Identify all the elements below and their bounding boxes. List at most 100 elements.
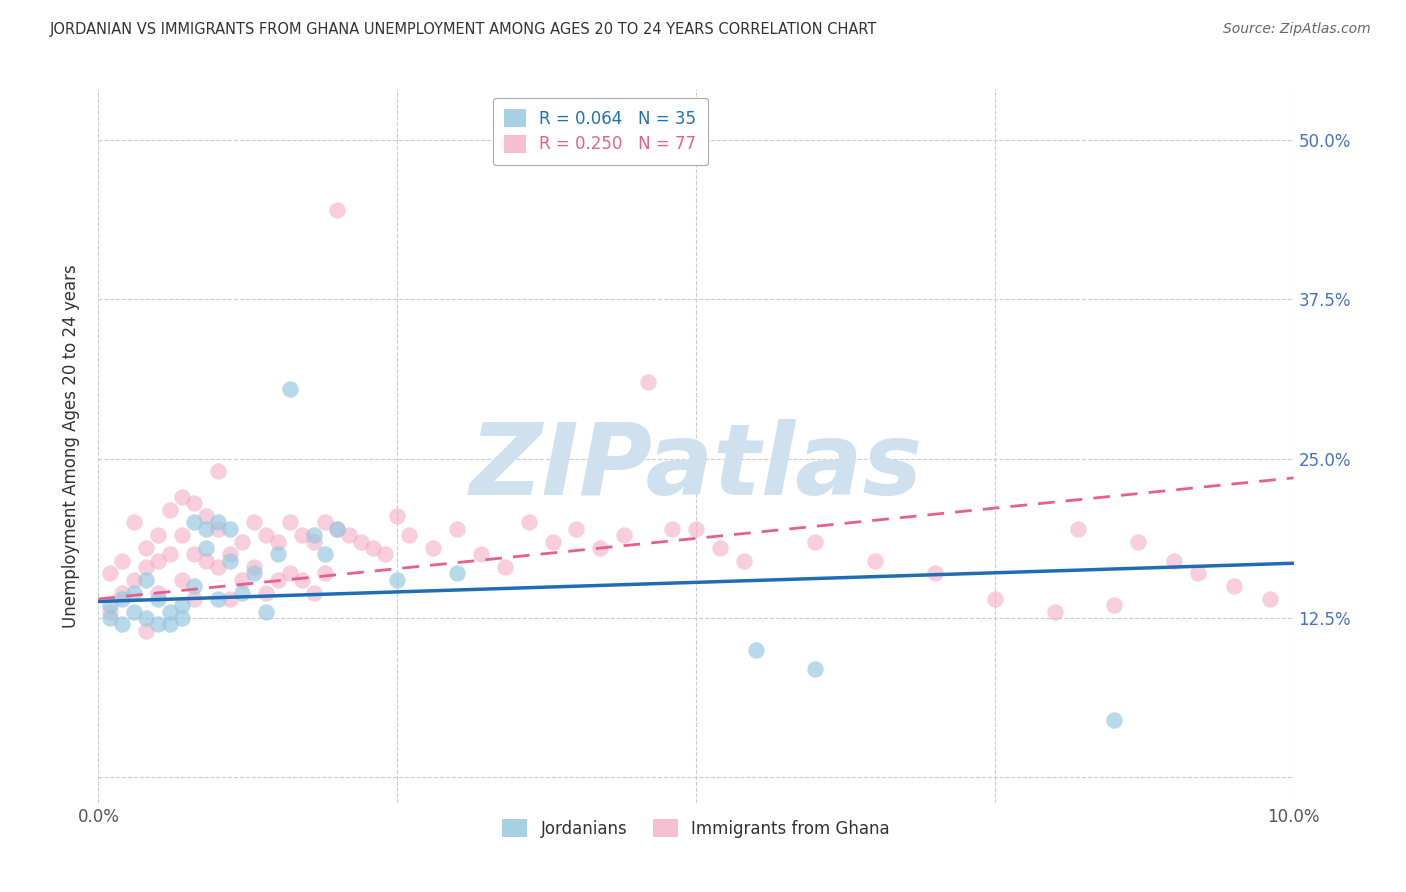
Point <box>195 509 218 524</box>
Point <box>172 528 194 542</box>
Point <box>267 534 290 549</box>
Point <box>613 528 636 542</box>
Point <box>254 528 277 542</box>
Text: ZIPatlas: ZIPatlas <box>470 419 922 516</box>
Point <box>183 516 205 530</box>
Point <box>111 591 134 606</box>
Point <box>637 376 659 390</box>
Point <box>231 534 253 549</box>
Point <box>183 579 205 593</box>
Legend: Jordanians, Immigrants from Ghana: Jordanians, Immigrants from Ghana <box>496 813 896 845</box>
Point <box>541 534 564 549</box>
Point <box>98 566 122 581</box>
Point <box>243 566 266 581</box>
Point <box>135 624 157 638</box>
Point <box>733 554 755 568</box>
Point <box>254 605 277 619</box>
Point <box>135 573 157 587</box>
Point <box>302 528 325 542</box>
Point <box>685 522 707 536</box>
Point <box>172 490 194 504</box>
Point <box>1128 534 1150 549</box>
Point <box>231 585 253 599</box>
Point <box>517 516 540 530</box>
Point <box>207 522 229 536</box>
Point <box>984 591 1007 606</box>
Point <box>589 541 612 555</box>
Point <box>207 516 229 530</box>
Point <box>219 547 242 561</box>
Point <box>207 560 229 574</box>
Point <box>159 605 181 619</box>
Point <box>278 516 301 530</box>
Point <box>207 591 229 606</box>
Point <box>374 547 396 561</box>
Point <box>159 502 181 516</box>
Point <box>219 591 242 606</box>
Text: JORDANIAN VS IMMIGRANTS FROM GHANA UNEMPLOYMENT AMONG AGES 20 TO 24 YEARS CORREL: JORDANIAN VS IMMIGRANTS FROM GHANA UNEMP… <box>49 22 876 37</box>
Point <box>1163 554 1185 568</box>
Point <box>1104 599 1126 613</box>
Point <box>219 522 242 536</box>
Point <box>124 585 146 599</box>
Point <box>398 528 420 542</box>
Point <box>1067 522 1090 536</box>
Point <box>219 554 242 568</box>
Point <box>385 573 409 587</box>
Point <box>183 547 205 561</box>
Point <box>326 522 349 536</box>
Point <box>148 554 170 568</box>
Point <box>267 573 290 587</box>
Point <box>385 509 409 524</box>
Point <box>804 662 827 676</box>
Point <box>422 541 444 555</box>
Point <box>804 534 827 549</box>
Text: Source: ZipAtlas.com: Source: ZipAtlas.com <box>1223 22 1371 37</box>
Point <box>470 547 492 561</box>
Point <box>98 599 122 613</box>
Point <box>207 465 229 479</box>
Point <box>291 528 314 542</box>
Point <box>243 516 266 530</box>
Point <box>135 611 157 625</box>
Point <box>661 522 683 536</box>
Point <box>148 591 170 606</box>
Point <box>326 522 349 536</box>
Point <box>98 611 122 625</box>
Point <box>183 496 205 510</box>
Point <box>124 516 146 530</box>
Point <box>339 528 361 542</box>
Point <box>148 617 170 632</box>
Point <box>315 547 337 561</box>
Point <box>267 547 290 561</box>
Point <box>124 605 146 619</box>
Point <box>709 541 731 555</box>
Point <box>278 566 301 581</box>
Point <box>1187 566 1209 581</box>
Point <box>111 554 134 568</box>
Point <box>350 534 373 549</box>
Point <box>111 617 134 632</box>
Point <box>172 599 194 613</box>
Y-axis label: Unemployment Among Ages 20 to 24 years: Unemployment Among Ages 20 to 24 years <box>62 264 80 628</box>
Point <box>148 528 170 542</box>
Point <box>1223 579 1246 593</box>
Point <box>172 573 194 587</box>
Point <box>124 573 146 587</box>
Point <box>135 541 157 555</box>
Point <box>302 534 325 549</box>
Point <box>1104 713 1126 727</box>
Point <box>195 522 218 536</box>
Point <box>446 522 468 536</box>
Point <box>111 585 134 599</box>
Point <box>565 522 588 536</box>
Point <box>302 585 325 599</box>
Point <box>195 541 218 555</box>
Point <box>98 605 122 619</box>
Point <box>159 617 181 632</box>
Point <box>363 541 385 555</box>
Point <box>1258 591 1281 606</box>
Point <box>745 643 768 657</box>
Point <box>278 382 301 396</box>
Point <box>159 547 181 561</box>
